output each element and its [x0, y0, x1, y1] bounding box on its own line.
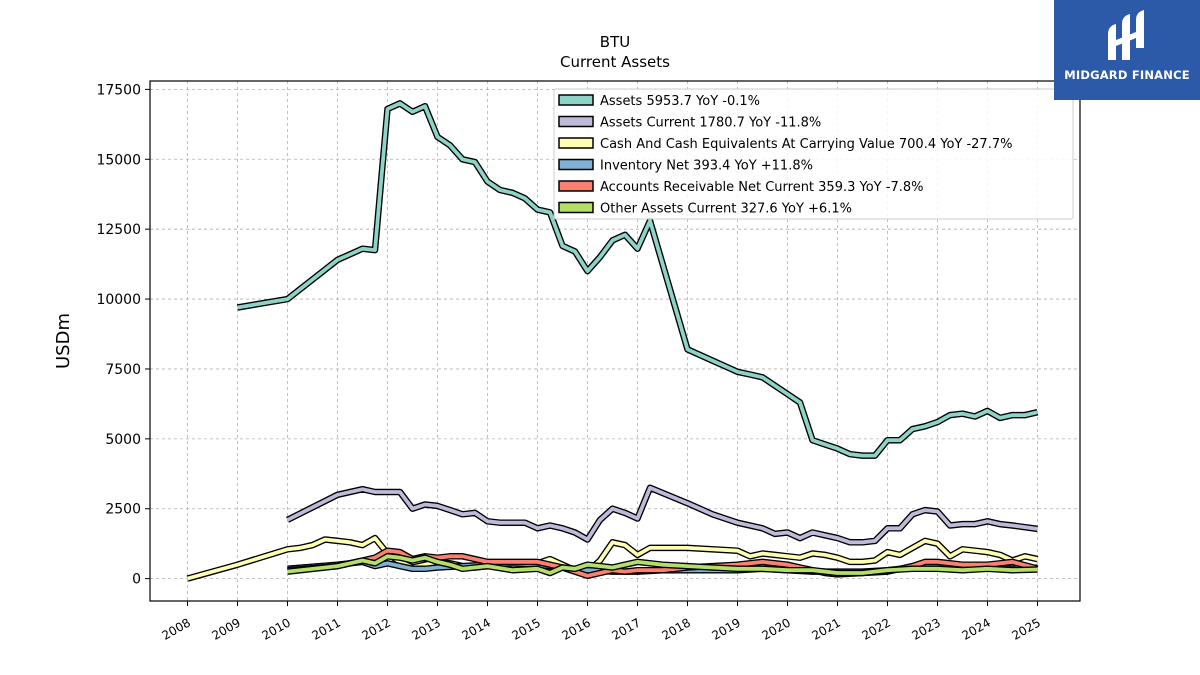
legend-swatch [558, 94, 594, 106]
series-line [237, 101, 1038, 458]
legend-entry: Other Assets Current 327.6 YoY +6.1% [600, 202, 852, 217]
x-tick-label: 2021 [810, 615, 843, 642]
x-tick-label: 2008 [160, 615, 193, 642]
legend-swatch [558, 115, 594, 128]
y-tick-label: 10000 [96, 292, 141, 308]
y-tick-label: 15000 [96, 152, 141, 168]
x-tick-label: 2017 [610, 615, 643, 642]
x-tick-label: 2025 [1010, 615, 1043, 642]
y-tick-label: 0 [132, 572, 141, 588]
legend-entry: Accounts Receivable Net Current 359.3 Yo… [600, 180, 923, 195]
x-tick-label: 2018 [660, 615, 693, 642]
x-tick-label: 2015 [510, 615, 543, 642]
y-tick-label: 7500 [105, 362, 141, 378]
series-cash-and-cash-equivalents-at-carrying-value [186, 534, 1039, 582]
series-line [287, 554, 1038, 575]
plot-area [186, 100, 1039, 582]
series-line [286, 485, 1038, 545]
legend-entry: Assets Current 1780.7 YoY -11.8% [600, 116, 821, 131]
series-assets-current [286, 484, 1038, 546]
chart-title: BTU [600, 33, 630, 51]
legend: Assets 5953.7 YoY -0.1% Assets Current 17… [553, 88, 1074, 220]
legend-swatch [558, 180, 594, 192]
y-tick-label: 2500 [105, 502, 141, 518]
series-line [186, 536, 1038, 581]
x-tick-label: 2023 [910, 615, 943, 642]
legend-swatch [558, 137, 594, 149]
x-tick-label: 2012 [360, 615, 393, 642]
series-assets [236, 100, 1039, 459]
axes-frame [149, 80, 1081, 602]
series-line-outline [286, 484, 1038, 546]
x-tick-label: 2016 [560, 615, 593, 642]
series-other-assets-current [287, 553, 1038, 577]
x-tick-label: 2020 [760, 615, 793, 642]
brand-logo: MIDGARD FINANCE [1054, 0, 1200, 100]
legend-entry: Assets 5953.7 YoY -0.1% [600, 94, 760, 109]
y-tick-label: 17500 [96, 82, 141, 98]
legend-swatch [558, 158, 594, 171]
x-tick-label: 2019 [710, 615, 743, 642]
x-tick-label: 2014 [460, 615, 493, 642]
x-tick-label: 2010 [260, 615, 293, 642]
x-tick-label: 2011 [310, 615, 343, 642]
brand-mark-icon [1108, 10, 1144, 60]
legend-entry: Inventory Net 393.4 YoY +11.8% [600, 159, 813, 174]
y-tick-label: 5000 [105, 432, 141, 448]
chart-subtitle: Current Assets [560, 53, 670, 71]
y-axis-label: USDm [53, 313, 74, 369]
legend-box [553, 88, 1074, 220]
x-tick-label: 2024 [960, 615, 993, 642]
legend-entry: Cash And Cash Equivalents At Carrying Va… [600, 137, 1012, 152]
x-tick-label: 2013 [410, 615, 443, 642]
legend-swatch [558, 201, 594, 214]
x-tick-label: 2009 [210, 615, 243, 642]
x-tick-label: 2022 [860, 615, 893, 642]
y-tick-label: 12500 [96, 222, 141, 238]
brand-name: MIDGARD FINANCE [1064, 68, 1190, 82]
